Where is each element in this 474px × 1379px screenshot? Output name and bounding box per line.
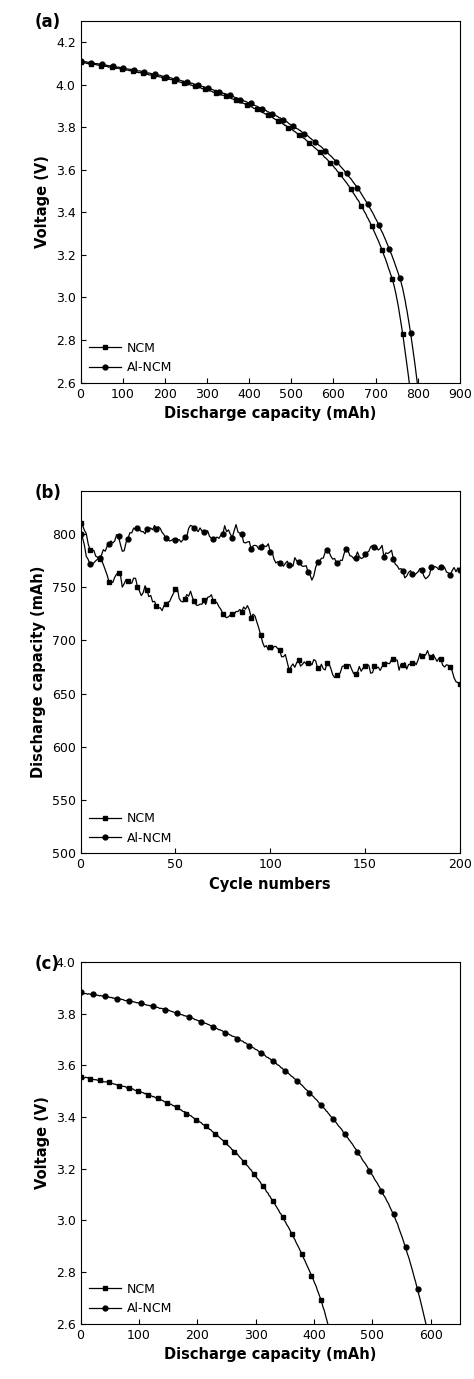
Al-NCM bbox=[335, 154, 341, 171]
Line: NCM: NCM bbox=[78, 521, 462, 687]
Al-NCM bbox=[78, 52, 83, 69]
Al-NCM bbox=[120, 59, 126, 76]
Al-NCM bbox=[423, 1314, 428, 1331]
Al-NCM bbox=[309, 572, 315, 589]
NCM bbox=[283, 647, 288, 663]
NCM bbox=[244, 1157, 250, 1174]
Al-NCM bbox=[218, 84, 224, 101]
Al-NCM bbox=[239, 1033, 245, 1049]
Legend: NCM, Al-NCM: NCM, Al-NCM bbox=[87, 1280, 175, 1317]
NCM bbox=[191, 77, 197, 94]
NCM bbox=[457, 676, 463, 692]
Al-NCM bbox=[284, 1065, 290, 1081]
NCM bbox=[79, 1069, 84, 1085]
X-axis label: Cycle numbers: Cycle numbers bbox=[210, 877, 331, 892]
Line: NCM: NCM bbox=[78, 1074, 351, 1379]
Legend: NCM, Al-NCM: NCM, Al-NCM bbox=[87, 809, 175, 847]
Text: (b): (b) bbox=[35, 484, 62, 502]
Al-NCM bbox=[112, 532, 118, 549]
Al-NCM bbox=[301, 124, 306, 141]
Al-NCM bbox=[428, 1336, 433, 1353]
Al-NCM bbox=[78, 525, 83, 542]
NCM bbox=[232, 1143, 237, 1160]
NCM bbox=[78, 54, 83, 70]
Line: Al-NCM: Al-NCM bbox=[78, 58, 437, 553]
Al-NCM bbox=[264, 1049, 270, 1066]
NCM bbox=[112, 570, 118, 586]
Al-NCM bbox=[171, 1004, 177, 1020]
NCM bbox=[300, 1248, 306, 1265]
Legend: NCM, Al-NCM: NCM, Al-NCM bbox=[87, 339, 175, 376]
NCM bbox=[120, 61, 126, 77]
NCM bbox=[423, 543, 429, 560]
NCM bbox=[78, 1069, 83, 1085]
Al-NCM bbox=[432, 542, 438, 558]
X-axis label: Discharge capacity (mAh): Discharge capacity (mAh) bbox=[164, 1347, 376, 1362]
Al-NCM bbox=[193, 76, 199, 92]
NCM bbox=[330, 157, 336, 174]
NCM bbox=[120, 1078, 126, 1095]
Line: Al-NCM: Al-NCM bbox=[78, 523, 462, 582]
Al-NCM bbox=[78, 985, 83, 1001]
Y-axis label: Discharge capacity (mAh): Discharge capacity (mAh) bbox=[31, 565, 46, 779]
Al-NCM bbox=[80, 530, 85, 546]
NCM bbox=[302, 1252, 308, 1269]
NCM bbox=[208, 1121, 213, 1138]
Al-NCM bbox=[413, 1273, 419, 1289]
Al-NCM bbox=[284, 553, 290, 570]
NCM bbox=[328, 154, 334, 171]
NCM bbox=[215, 85, 221, 102]
Y-axis label: Voltage (V): Voltage (V) bbox=[35, 1096, 50, 1189]
Al-NCM bbox=[428, 558, 434, 575]
NCM bbox=[425, 643, 430, 659]
NCM bbox=[237, 601, 243, 618]
Text: (c): (c) bbox=[35, 954, 60, 972]
NCM bbox=[78, 514, 83, 531]
Al-NCM bbox=[216, 530, 222, 546]
Al-NCM bbox=[239, 525, 245, 542]
Y-axis label: Voltage (V): Voltage (V) bbox=[35, 156, 50, 248]
NCM bbox=[80, 54, 86, 70]
Text: (a): (a) bbox=[35, 14, 61, 32]
X-axis label: Discharge capacity (mAh): Discharge capacity (mAh) bbox=[164, 405, 376, 421]
NCM bbox=[216, 598, 222, 615]
NCM bbox=[80, 517, 85, 534]
Al-NCM bbox=[233, 516, 239, 532]
Al-NCM bbox=[333, 153, 339, 170]
Line: Al-NCM: Al-NCM bbox=[78, 990, 433, 1347]
NCM bbox=[296, 127, 301, 143]
Line: NCM: NCM bbox=[78, 59, 428, 554]
Al-NCM bbox=[457, 563, 463, 579]
